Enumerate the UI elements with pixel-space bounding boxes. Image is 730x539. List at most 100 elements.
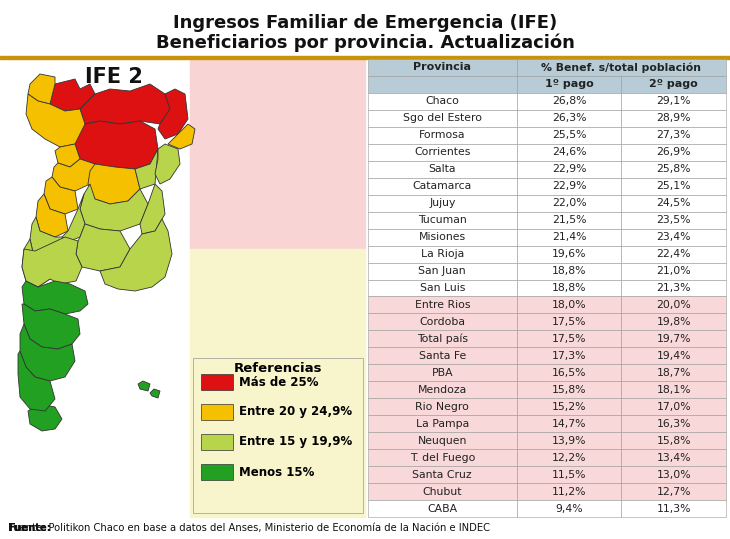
Polygon shape xyxy=(28,404,62,431)
Bar xyxy=(621,483,726,500)
Text: 22,9%: 22,9% xyxy=(552,181,586,191)
Bar xyxy=(368,466,517,483)
Text: Jujuy: Jujuy xyxy=(429,198,456,208)
Text: 21,4%: 21,4% xyxy=(552,232,586,242)
Polygon shape xyxy=(50,79,95,111)
Bar xyxy=(517,398,621,415)
Bar xyxy=(193,358,363,513)
Bar xyxy=(517,178,621,195)
Text: 22,0%: 22,0% xyxy=(552,198,586,208)
Bar xyxy=(190,249,365,517)
Text: 14,7%: 14,7% xyxy=(552,419,586,429)
Polygon shape xyxy=(155,144,180,184)
Bar xyxy=(517,449,621,466)
Bar xyxy=(621,432,726,449)
Polygon shape xyxy=(100,219,172,291)
Bar xyxy=(517,229,621,246)
Bar xyxy=(368,229,517,246)
Polygon shape xyxy=(168,124,195,149)
Bar xyxy=(201,434,233,450)
Polygon shape xyxy=(76,224,130,271)
Text: Entre Rios: Entre Rios xyxy=(415,300,470,310)
Text: Menos 15%: Menos 15% xyxy=(239,466,315,479)
Text: Corrientes: Corrientes xyxy=(414,147,470,157)
Text: 16,3%: 16,3% xyxy=(656,419,691,429)
Text: 21,5%: 21,5% xyxy=(552,215,586,225)
Text: Provincia: Provincia xyxy=(413,63,472,72)
Text: 1º pago: 1º pago xyxy=(545,79,593,89)
Text: 26,8%: 26,8% xyxy=(552,96,586,106)
Text: Beneficiarios por provincia. Actualización: Beneficiarios por provincia. Actualizaci… xyxy=(155,34,575,52)
Bar xyxy=(368,296,517,314)
Text: Salta: Salta xyxy=(429,164,456,174)
Bar xyxy=(517,483,621,500)
Text: T. del Fuego: T. del Fuego xyxy=(410,453,475,462)
Bar xyxy=(517,195,621,212)
Text: Entre 20 y 24,9%: Entre 20 y 24,9% xyxy=(239,405,352,418)
Bar xyxy=(517,127,621,144)
Bar xyxy=(368,432,517,449)
Text: 23,4%: 23,4% xyxy=(656,232,691,242)
Bar xyxy=(621,262,726,280)
Bar xyxy=(517,381,621,398)
Text: Sgo del Estero: Sgo del Estero xyxy=(403,113,482,123)
Text: La Rioja: La Rioja xyxy=(420,249,464,259)
Bar xyxy=(517,296,621,314)
Bar xyxy=(368,280,517,296)
Text: 13,9%: 13,9% xyxy=(552,436,586,446)
Bar xyxy=(368,364,517,381)
Bar xyxy=(517,330,621,347)
Bar xyxy=(368,330,517,347)
Bar xyxy=(368,262,517,280)
Text: 26,3%: 26,3% xyxy=(552,113,586,123)
Bar xyxy=(368,212,517,229)
Polygon shape xyxy=(75,121,158,169)
Bar xyxy=(621,364,726,381)
Polygon shape xyxy=(140,184,165,234)
Text: 15,8%: 15,8% xyxy=(656,436,691,446)
Text: 15,2%: 15,2% xyxy=(552,402,586,412)
Polygon shape xyxy=(52,159,95,191)
Bar xyxy=(621,466,726,483)
Text: San Juan: San Juan xyxy=(418,266,466,276)
Bar xyxy=(368,161,517,178)
Bar xyxy=(368,381,517,398)
Text: Cordoba: Cordoba xyxy=(419,317,465,327)
Bar xyxy=(368,110,517,127)
Polygon shape xyxy=(80,184,148,231)
Text: 11,2%: 11,2% xyxy=(552,487,586,496)
Text: % Benef. s/total población: % Benef. s/total población xyxy=(541,62,702,73)
Polygon shape xyxy=(30,217,68,264)
Text: 18,8%: 18,8% xyxy=(552,283,586,293)
Text: 19,6%: 19,6% xyxy=(552,249,586,259)
Text: Catamarca: Catamarca xyxy=(412,181,472,191)
Bar xyxy=(517,76,621,93)
Text: 18,1%: 18,1% xyxy=(656,385,691,395)
Bar xyxy=(621,76,726,93)
Bar xyxy=(621,144,726,161)
Text: Santa Fe: Santa Fe xyxy=(419,351,466,361)
Text: 16,5%: 16,5% xyxy=(552,368,586,378)
Bar xyxy=(517,246,621,262)
Text: Entre 15 y 19,9%: Entre 15 y 19,9% xyxy=(239,436,353,448)
Text: Total país: Total país xyxy=(417,334,468,344)
Bar xyxy=(368,347,517,364)
Bar xyxy=(517,212,621,229)
Polygon shape xyxy=(80,84,170,124)
Bar xyxy=(368,415,517,432)
Text: San Luis: San Luis xyxy=(420,283,465,293)
Text: 13,4%: 13,4% xyxy=(656,453,691,462)
Bar xyxy=(368,195,517,212)
Text: 17,3%: 17,3% xyxy=(552,351,586,361)
Polygon shape xyxy=(20,324,75,381)
Text: 21,3%: 21,3% xyxy=(656,283,691,293)
Bar xyxy=(621,127,726,144)
Text: Formosa: Formosa xyxy=(419,130,466,140)
Text: 19,4%: 19,4% xyxy=(656,351,691,361)
Bar xyxy=(621,398,726,415)
Text: Chubut: Chubut xyxy=(423,487,462,496)
Text: CABA: CABA xyxy=(427,503,458,514)
Text: 29,1%: 29,1% xyxy=(656,96,691,106)
Text: 26,9%: 26,9% xyxy=(656,147,691,157)
Bar xyxy=(621,178,726,195)
